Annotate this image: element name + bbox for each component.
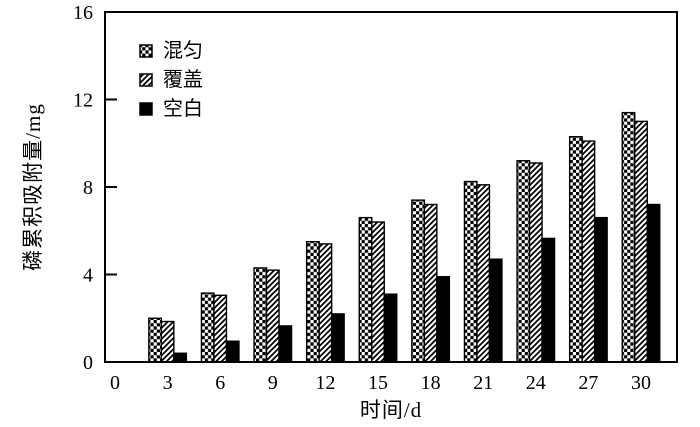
bar-series1-day15 (371, 221, 385, 363)
bar-series1-day18 (423, 203, 438, 363)
y-tick-label: 0 (83, 352, 93, 374)
x-tick-label: 24 (526, 372, 546, 394)
x-tick-label: 3 (163, 372, 173, 394)
bar-series0-day27 (568, 135, 583, 363)
bar-series0-day6 (200, 292, 215, 363)
bar-series0-day21 (463, 180, 478, 363)
y-tick-label: 4 (83, 265, 93, 287)
x-tick-label: 6 (215, 372, 225, 394)
bar-series2-day12 (330, 313, 345, 363)
bar-series2-day21 (488, 258, 503, 363)
bar-series1-day30 (634, 120, 648, 363)
bar-series1-day21 (476, 184, 491, 363)
legend: 混匀 覆盖 空白 (139, 40, 203, 119)
bar-series0-day15 (358, 216, 373, 363)
x-tick-label: 0 (110, 372, 120, 394)
bar-series0-day12 (305, 240, 320, 363)
y-tick-label: 16 (73, 2, 93, 24)
bar-series1-day6 (213, 294, 228, 363)
x-tick-label: 12 (315, 372, 335, 394)
x-tick-label: 18 (421, 372, 441, 394)
x-tick-label: 15 (368, 372, 388, 394)
bar-series1-day24 (528, 162, 543, 363)
legend-item-blank: 空白 (139, 98, 203, 119)
bar-series2-day3 (173, 352, 188, 363)
bar-series0-day18 (411, 199, 426, 363)
bar-series1-day3 (160, 320, 175, 363)
bar-series1-day9 (265, 269, 280, 363)
bar-series2-day30 (646, 203, 661, 363)
x-tick-label: 21 (473, 372, 493, 394)
bar-series2-day24 (541, 237, 556, 363)
legend-label-covered: 覆盖 (163, 68, 203, 91)
bar-series2-day15 (383, 293, 398, 363)
bar-series1-day27 (581, 140, 596, 363)
legend-item-covered: 覆盖 (139, 69, 203, 90)
x-tick-label: 27 (578, 372, 598, 394)
legend-item-mixed: 混匀 (139, 40, 203, 61)
x-axis-title: 时间/d (359, 398, 423, 422)
bar-series2-day9 (278, 325, 293, 363)
y-tick-label: 12 (73, 90, 93, 112)
bar-series0-day9 (253, 267, 268, 363)
bar-series1-day12 (318, 243, 333, 363)
x-tick-label: 9 (268, 372, 278, 394)
solid-black-swatch-icon (139, 101, 153, 116)
bar-series2-day18 (436, 275, 451, 363)
y-tick-label: 8 (83, 177, 93, 199)
diagonal-stripes-swatch-icon (139, 72, 153, 87)
legend-label-mixed: 混匀 (163, 39, 203, 62)
bar-series2-day6 (225, 340, 240, 363)
checkerboard-swatch-icon (139, 43, 153, 58)
x-tick-label: 30 (631, 372, 651, 394)
bar-series2-day27 (593, 216, 608, 363)
legend-label-blank: 空白 (163, 97, 203, 120)
bar-series0-day24 (516, 160, 531, 363)
bar-series0-day30 (621, 111, 636, 363)
y-axis-title: 磷累积吸附量/mg (21, 103, 45, 271)
bar-series0-day3 (148, 317, 163, 363)
